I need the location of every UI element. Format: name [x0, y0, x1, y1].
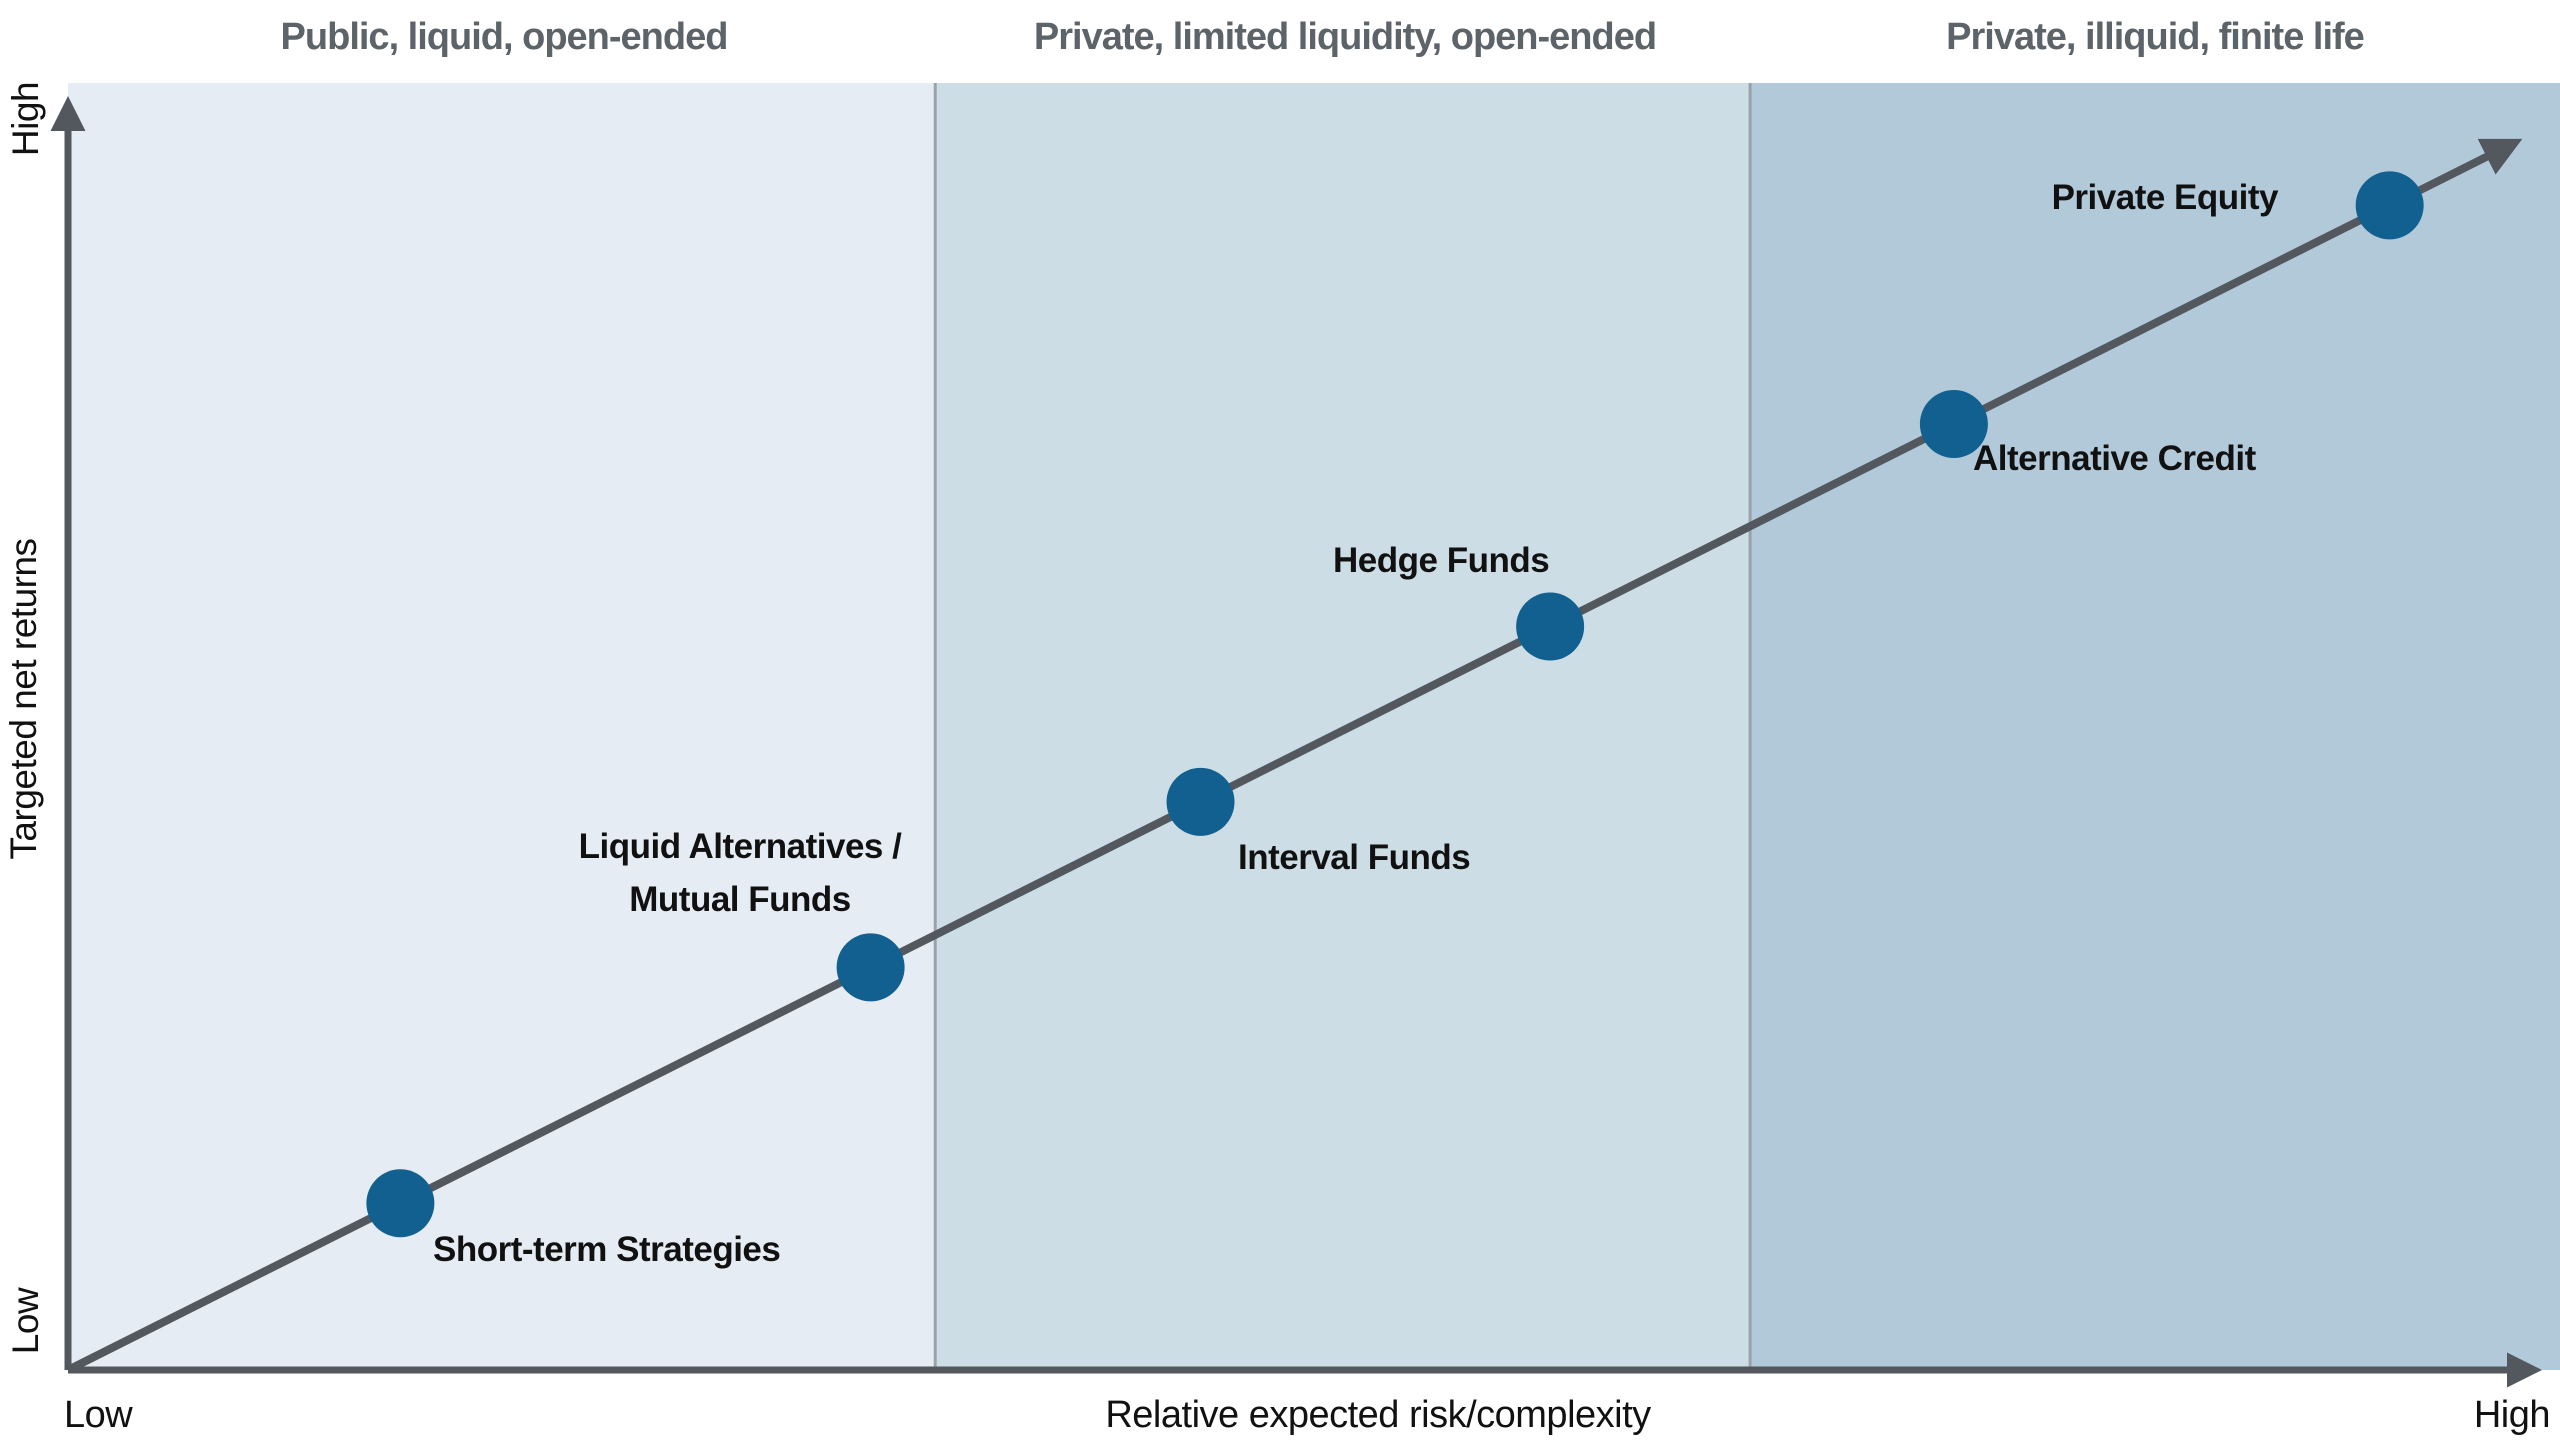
point-label-line: Mutual Funds [629, 880, 851, 919]
y-axis-min-label: Low [5, 1287, 46, 1355]
zone-header-public-liquid: Public, liquid, open-ended [280, 16, 729, 58]
zone-background [1750, 83, 2560, 1370]
data-point-dot [1166, 767, 1235, 836]
point-label-liquid-alternatives-mutual-funds: Liquid Alternatives / Mutual Funds [440, 820, 1040, 926]
x-axis-title: Relative expected risk/complexity [1105, 1394, 1651, 1436]
data-point-dot [2355, 171, 2424, 240]
point-label-short-term-strategies: Short-term Strategies [433, 1230, 781, 1269]
y-axis-title: Targeted net returns [3, 538, 44, 860]
point-label-private-equity: Private Equity [2051, 178, 2279, 217]
data-point-dot [366, 1169, 435, 1238]
x-axis-max-label: High [2473, 1394, 2551, 1436]
point-label-interval-funds: Interval Funds [1238, 838, 1471, 877]
y-axis-max-label: High [5, 81, 46, 157]
x-axis-min-label: Low [64, 1394, 133, 1436]
data-point-dot [836, 933, 905, 1002]
zone-background [68, 83, 936, 1370]
trend-arrow [66, 138, 2523, 1374]
point-label-hedge-funds: Hedge Funds [1333, 541, 1550, 580]
point-label-alternative-credit: Alternative Credit [1973, 439, 2256, 478]
point-label-line: Liquid Alternatives / [578, 827, 902, 866]
zone-header-private-illiquid: Private, illiquid, finite life [1946, 16, 2365, 58]
zone-header-private-limited-liquidity: Private, limited liquidity, open-ended [1033, 16, 1657, 58]
data-point-dot [1919, 389, 1988, 458]
data-point-dot [1516, 592, 1585, 661]
